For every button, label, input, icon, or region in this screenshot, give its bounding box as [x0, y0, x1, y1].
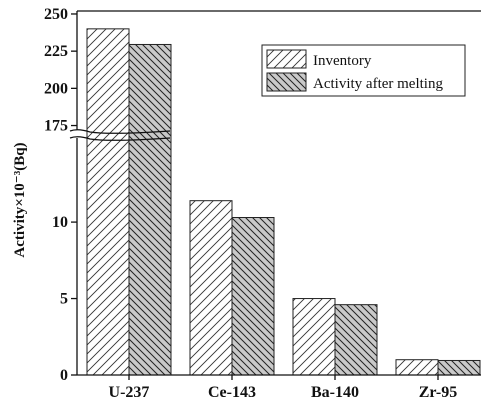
bar-ba-140-series-2 — [334, 304, 378, 376]
bar-zr-95-series-1 — [395, 359, 439, 376]
x-tick-label: Ba-140 — [311, 384, 359, 401]
y-axis-title: Activity×10⁻³(Bq) — [12, 142, 28, 257]
y-tick-label: 0 — [60, 367, 68, 384]
legend-swatch-inventory — [266, 49, 307, 69]
y-tick-label: 175 — [44, 118, 68, 135]
y-tick-label: 250 — [44, 6, 68, 23]
bar-u-237-series-1 — [86, 28, 130, 376]
x-labels-group: U-237 Ce-143 Ba-140 Zr-95 — [109, 375, 458, 401]
legend-swatch-activity-after-melting — [266, 72, 307, 92]
axes-group — [69, 10, 481, 376]
bar-ba-140-series-1 — [292, 298, 336, 376]
y-tick-label: 200 — [44, 80, 68, 97]
y-tick-label: 10 — [52, 214, 68, 231]
y-tick-label: 5 — [60, 291, 68, 308]
x-tick-label: Ce-143 — [208, 384, 256, 401]
bar-u-237-series-2 — [128, 43, 172, 376]
x-tick-label: Zr-95 — [419, 384, 458, 401]
bar-ce-143-series-1 — [189, 200, 233, 376]
x-tick-label: U-237 — [109, 384, 150, 401]
legend-label-inventory: Inventory — [313, 53, 372, 69]
y-tick-label: 225 — [44, 43, 68, 60]
legend: Inventory Activity after melting — [261, 44, 466, 97]
bar-ce-143-series-2 — [231, 217, 275, 376]
legend-label-activity-after-melting: Activity after melting — [313, 76, 443, 92]
axis-break-mark — [69, 129, 171, 141]
bars-group — [86, 28, 481, 376]
bar-zr-95-series-2 — [437, 359, 481, 376]
y-ticks-group: 0 5 10 175 200 225 250 — [44, 6, 77, 384]
